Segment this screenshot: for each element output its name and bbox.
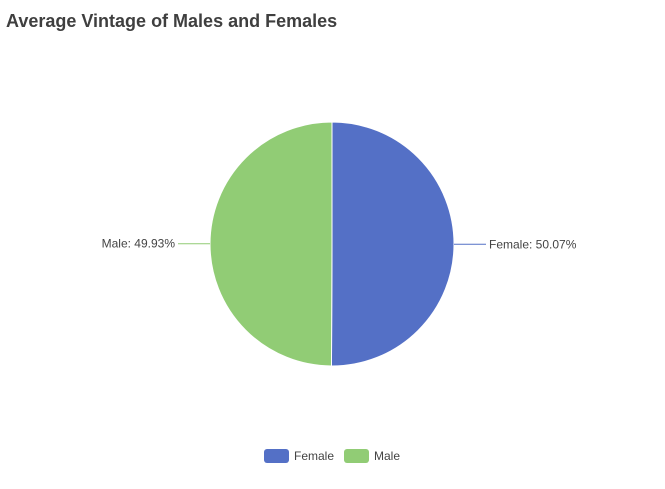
pie-slice-female[interactable] [330, 121, 455, 367]
legend[interactable]: Female Male [264, 449, 400, 463]
pie-slice-male[interactable] [209, 121, 333, 367]
chart-title: Average Vintage of Males and Females [6, 11, 338, 31]
legend-item-female[interactable]: Female [264, 449, 334, 463]
legend-label-male: Male [374, 449, 400, 463]
slice-label-male: Male: 49.93% [102, 237, 176, 251]
legend-swatch-male [344, 449, 369, 463]
legend-item-male[interactable]: Male [344, 449, 400, 463]
legend-label-female: Female [294, 449, 334, 463]
pie-slices [209, 121, 455, 367]
pie-labels: Female: 50.07% Male: 49.93% [102, 237, 577, 252]
slice-label-female: Female: 50.07% [489, 237, 577, 251]
legend-swatch-female [264, 449, 289, 463]
